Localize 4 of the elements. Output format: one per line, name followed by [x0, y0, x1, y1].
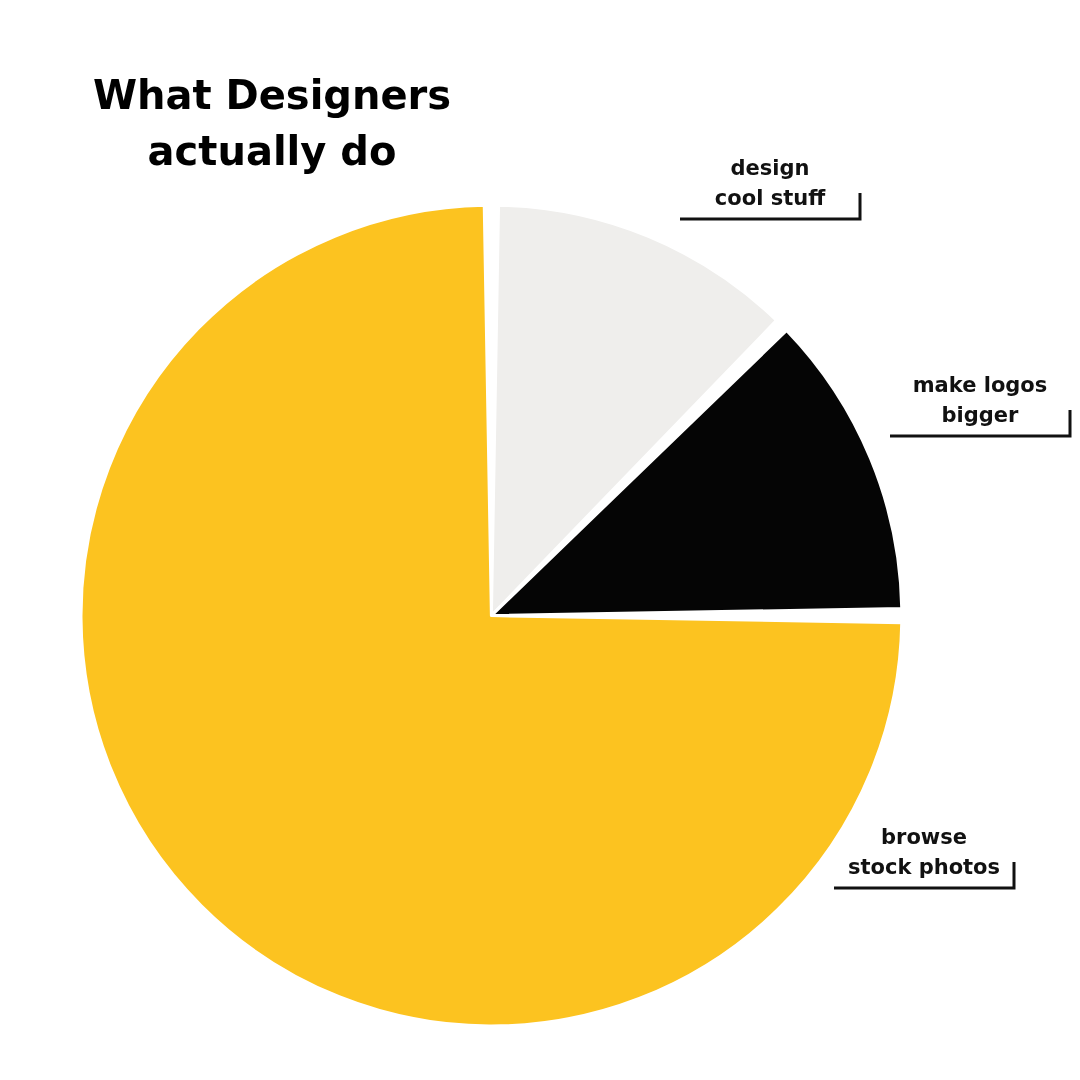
slice-label: make logos bigger [912, 373, 1048, 427]
chart-title: What Designers actually do [92, 72, 452, 174]
slice-label: design cool stuff [714, 156, 827, 210]
slice-label: browse stock photos [847, 825, 1001, 879]
